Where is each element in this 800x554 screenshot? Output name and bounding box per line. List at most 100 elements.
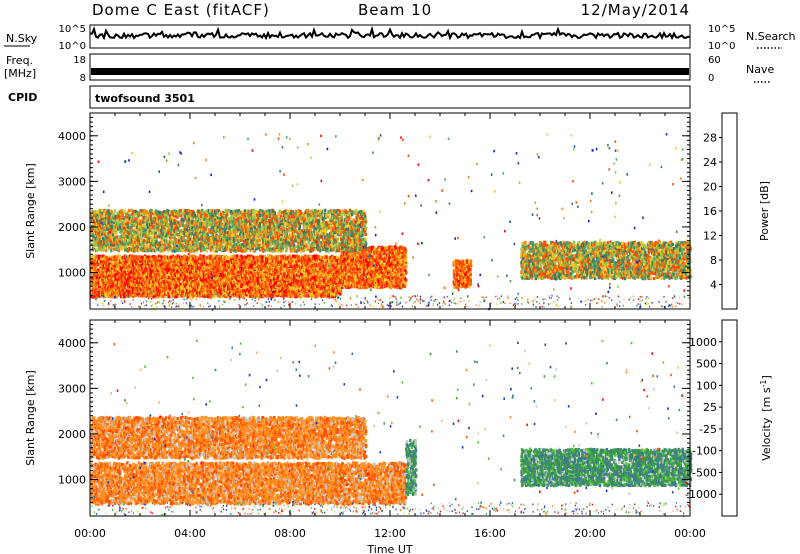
- power-cell: [270, 262, 273, 266]
- power-cell: [250, 263, 253, 267]
- power-cell: [126, 255, 129, 259]
- power-cell: [187, 289, 190, 293]
- power-cell: [112, 259, 115, 264]
- power-cell: [254, 264, 257, 268]
- power-cell: [184, 276, 187, 280]
- power-cell: [168, 276, 171, 280]
- power-cell: [99, 287, 103, 291]
- power-cell: [209, 256, 212, 260]
- power-cell: [219, 269, 223, 273]
- power-cell: [194, 272, 198, 276]
- power-cell: [194, 262, 198, 266]
- power-cell: [184, 287, 187, 291]
- power-cell: [222, 278, 226, 282]
- power-cell: [345, 269, 349, 273]
- power-cell: [179, 291, 182, 295]
- power-cell: [177, 281, 180, 285]
- power-cell: [188, 267, 191, 271]
- power-cell: [103, 255, 106, 259]
- power-cell: [255, 283, 258, 287]
- power-cell: [222, 259, 225, 264]
- power-cell: [244, 273, 248, 277]
- power-cell: [254, 293, 257, 298]
- power-cell: [112, 271, 116, 275]
- power-cell: [192, 256, 195, 260]
- power-cell: [122, 259, 125, 263]
- power-cell: [210, 282, 213, 286]
- power-cell: [240, 273, 243, 277]
- power-cell: [181, 281, 184, 285]
- power-cell: [262, 282, 265, 286]
- power-cell: [120, 290, 123, 294]
- power-cell: [227, 278, 230, 282]
- power-cell: [217, 292, 220, 296]
- power-cell: [222, 289, 225, 294]
- power-cell: [218, 287, 221, 291]
- power-cell: [134, 259, 137, 263]
- power-cell: [182, 257, 185, 261]
- power-cell: [155, 295, 158, 299]
- power-cell: [154, 279, 157, 283]
- power-cell: [163, 262, 166, 266]
- power-cell: [221, 265, 225, 269]
- power-cell: [268, 290, 272, 294]
- power-cell: [249, 271, 252, 275]
- power-cell: [100, 257, 103, 261]
- power-cell: [185, 287, 188, 291]
- power-cell: [223, 286, 226, 290]
- power-cell: [316, 259, 319, 263]
- power-cell: [199, 280, 203, 284]
- power-cell: [170, 262, 174, 266]
- power-cell: [223, 284, 226, 288]
- power-cell: [213, 261, 217, 265]
- power-cell: [109, 266, 112, 271]
- power-cell: [191, 288, 195, 292]
- power-cell: [206, 289, 209, 293]
- power-cell: [222, 254, 226, 258]
- power-cell: [195, 291, 199, 295]
- power-cell: [161, 272, 164, 276]
- power-cell: [208, 292, 212, 296]
- power-cell: [92, 258, 95, 262]
- power-cell: [164, 295, 167, 299]
- power-cell: [246, 270, 249, 274]
- power-cell: [95, 281, 98, 285]
- power-cell: [96, 258, 99, 262]
- power-cell: [258, 256, 261, 260]
- power-cell: [233, 280, 236, 284]
- power-cell: [125, 275, 129, 279]
- power-cell: [114, 257, 117, 262]
- power-cell: [202, 261, 205, 265]
- power-cell: [112, 293, 115, 297]
- power-cell: [244, 256, 248, 260]
- power-cell: [236, 265, 239, 269]
- power-cell: [152, 279, 155, 283]
- power-cell: [241, 275, 244, 279]
- power-cell: [377, 285, 380, 289]
- power-cell: [100, 273, 104, 277]
- power-cell: [104, 282, 108, 286]
- power-cell: [162, 295, 166, 299]
- power-cell: [94, 260, 98, 264]
- power-cell: [106, 258, 109, 262]
- power-cell: [242, 280, 245, 284]
- power-cell: [225, 255, 229, 259]
- power-cell: [202, 283, 206, 287]
- power-cell: [258, 281, 261, 285]
- power-cell: [174, 295, 177, 299]
- power-cell: [149, 280, 152, 285]
- power-cell: [206, 285, 209, 289]
- power-cell: [167, 270, 170, 274]
- power-cell: [188, 268, 191, 273]
- power-cell: [116, 277, 119, 281]
- power-cell: [93, 287, 96, 292]
- power-cell: [111, 295, 114, 299]
- power-cell: [202, 278, 205, 282]
- power-cell: [247, 256, 251, 260]
- power-cell: [155, 255, 158, 259]
- nsearch-tick-bottom: 10^0: [708, 41, 735, 52]
- freq-tick-bottom: 8: [80, 73, 86, 84]
- power-cell: [189, 273, 192, 277]
- power-cell: [123, 280, 127, 285]
- power-cell: [152, 254, 155, 259]
